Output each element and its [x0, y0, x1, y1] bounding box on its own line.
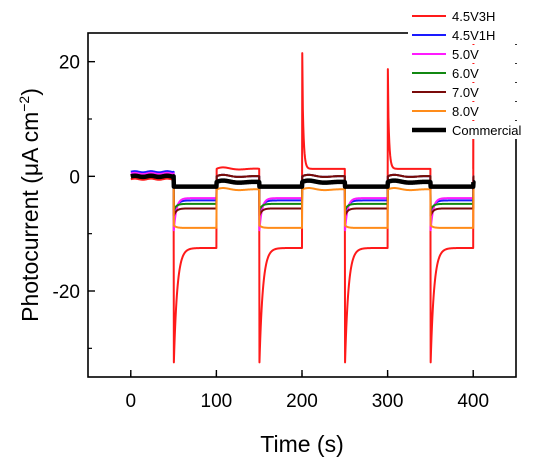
legend-background	[408, 83, 550, 101]
legend-label-3: 6.0V	[452, 66, 479, 81]
y-tick-label: -20	[53, 282, 80, 303]
y-axis-title-close: )	[17, 88, 43, 96]
x-tick-label: 0	[126, 391, 137, 412]
legend-background	[408, 45, 550, 63]
legend-background	[408, 121, 550, 139]
legend-background	[408, 26, 550, 44]
x-axis-title: Time (s)	[260, 431, 343, 457]
legend-label-2: 5.0V	[452, 47, 479, 62]
series-line-0	[130, 40, 475, 364]
y-axis-title: Photocurrent (μA cm−2)	[16, 88, 43, 322]
series-line-6	[128, 173, 476, 189]
legend-label-0: 4.5V3H	[452, 9, 495, 24]
legend: 4.5V3H 4.5V1H 5.0V 6.0V 7.0V 8.0V Commercial	[408, 7, 550, 139]
x-tick-label: 300	[372, 391, 404, 412]
series-line-5	[130, 174, 475, 229]
y-axis-title-superscript: −2	[16, 96, 32, 112]
legend-label-4: 7.0V	[452, 85, 479, 100]
legend-background	[408, 64, 550, 82]
legend-label-6: Commercial	[452, 123, 521, 138]
x-tick-label: 200	[286, 391, 318, 412]
y-axis-title-main: Photocurrent (μA cm	[17, 112, 43, 322]
x-tick-label: 400	[457, 391, 489, 412]
y-tick-label: 0	[69, 167, 80, 188]
legend-background	[408, 7, 550, 25]
legend-background	[408, 102, 550, 120]
x-tick-label: 100	[201, 391, 233, 412]
legend-label-1: 4.5V1H	[452, 28, 495, 43]
y-tick-label: 20	[59, 53, 80, 74]
series-line-4	[130, 173, 475, 217]
legend-label-5: 8.0V	[452, 104, 479, 119]
